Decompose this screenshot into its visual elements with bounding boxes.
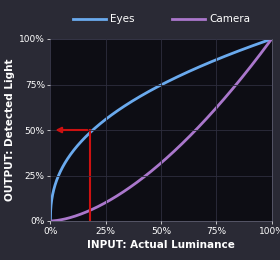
Eyes xyxy=(221,55,225,58)
Eyes xyxy=(49,219,52,223)
Camera xyxy=(49,219,52,223)
Line: Eyes: Eyes xyxy=(50,39,272,221)
Text: Camera: Camera xyxy=(210,14,251,24)
X-axis label: INPUT: Actual Luminance: INPUT: Actual Luminance xyxy=(87,240,235,250)
Eyes xyxy=(225,54,228,57)
Camera xyxy=(221,99,225,102)
Camera xyxy=(225,94,228,97)
Camera xyxy=(200,122,204,125)
Camera xyxy=(138,179,141,182)
Eyes xyxy=(138,95,141,98)
Camera xyxy=(146,172,150,176)
Eyes xyxy=(270,37,273,41)
Camera xyxy=(270,37,273,41)
Eyes xyxy=(146,90,150,94)
Y-axis label: OUTPUT: Detected Light: OUTPUT: Detected Light xyxy=(5,59,15,201)
Eyes xyxy=(71,150,75,153)
Text: Eyes: Eyes xyxy=(110,14,135,24)
Eyes xyxy=(200,64,204,67)
Camera xyxy=(71,215,75,218)
Line: Camera: Camera xyxy=(50,39,272,221)
